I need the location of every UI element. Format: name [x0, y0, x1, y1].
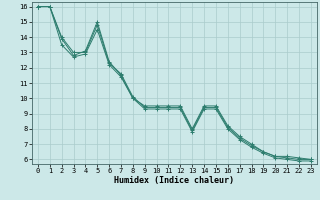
X-axis label: Humidex (Indice chaleur): Humidex (Indice chaleur) [115, 176, 234, 185]
